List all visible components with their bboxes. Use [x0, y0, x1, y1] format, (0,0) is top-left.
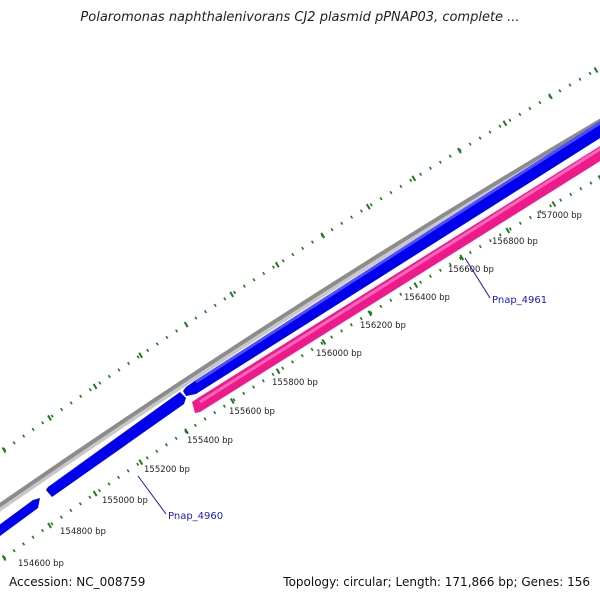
- accession-text: Accession: NC_008759: [9, 575, 146, 589]
- gene-arrow-pnap-4960-segment[interactable]: [46, 392, 186, 497]
- inner-tick-ring: [3, 176, 600, 560]
- major-tick: [184, 428, 189, 435]
- major-tick: [593, 66, 599, 74]
- map-title: Polaromonas naphthalenivorans CJ2 plasmi…: [80, 10, 520, 25]
- major-tick: [1, 554, 7, 562]
- major-tick: [457, 147, 462, 154]
- gene-label-pnap-4961[interactable]: Pnap_4961: [492, 295, 547, 306]
- major-tick: [365, 203, 371, 210]
- major-tick: [47, 522, 52, 529]
- outer-major-ticks: [1, 66, 599, 454]
- major-tick: [229, 397, 235, 404]
- outer-tick-ring: [3, 68, 597, 452]
- major-tick: [138, 352, 143, 359]
- major-tick: [548, 93, 553, 100]
- major-tick: [502, 120, 508, 127]
- gene-arrow-pnap-4961-highlight: [199, 147, 600, 404]
- tick-label: 155600 bp: [229, 407, 275, 417]
- gene-label-leader-pnap-4960: [137, 475, 167, 515]
- major-tick: [183, 321, 189, 328]
- major-tick: [413, 282, 419, 289]
- tick-label: 156200 bp: [360, 321, 406, 331]
- major-tick: [320, 232, 326, 239]
- inner-major-ticks: [1, 174, 600, 562]
- tick-label: 156600 bp: [448, 265, 494, 275]
- tick-label: 155000 bp: [102, 496, 148, 506]
- major-tick: [1, 446, 7, 454]
- major-tick: [138, 459, 144, 466]
- tick-label: 157000 bp: [536, 211, 582, 221]
- gene-arrow-pnap-4960[interactable]: [0, 498, 40, 536]
- major-tick: [47, 414, 52, 421]
- tick-label: 155200 bp: [144, 465, 190, 475]
- major-tick: [505, 227, 511, 234]
- major-tick: [321, 338, 327, 345]
- major-tick: [92, 490, 98, 497]
- tick-label: 156400 bp: [404, 293, 450, 303]
- gene-label-leader-pnap-4961: [464, 257, 491, 299]
- position-tick-labels: 154600 bp 154800 bp 155000 bp 155200 bp 1554…: [18, 211, 582, 569]
- major-tick: [551, 200, 557, 207]
- tick-label: 155400 bp: [187, 436, 233, 446]
- gene-arrow-forward-highlight: [195, 121, 600, 384]
- topology-summary: Topology: circular; Length: 171,866 bp; …: [283, 575, 590, 589]
- major-tick: [411, 175, 417, 182]
- major-tick: [229, 291, 235, 298]
- tick-label: 155800 bp: [272, 378, 318, 388]
- major-tick: [459, 254, 465, 261]
- tick-label: 154600 bp: [18, 559, 64, 569]
- tick-label: 154800 bp: [60, 527, 106, 537]
- major-tick: [275, 368, 281, 375]
- gene-label-pnap-4960[interactable]: Pnap_4960: [168, 511, 223, 522]
- tick-label: 156000 bp: [316, 349, 362, 359]
- backbone-shadow: [0, 120, 600, 512]
- major-tick: [367, 310, 373, 317]
- tick-label: 156800 bp: [492, 237, 538, 247]
- major-tick: [274, 261, 280, 268]
- major-tick: [92, 383, 98, 390]
- backbone: [0, 118, 600, 508]
- major-tick: [597, 174, 600, 180]
